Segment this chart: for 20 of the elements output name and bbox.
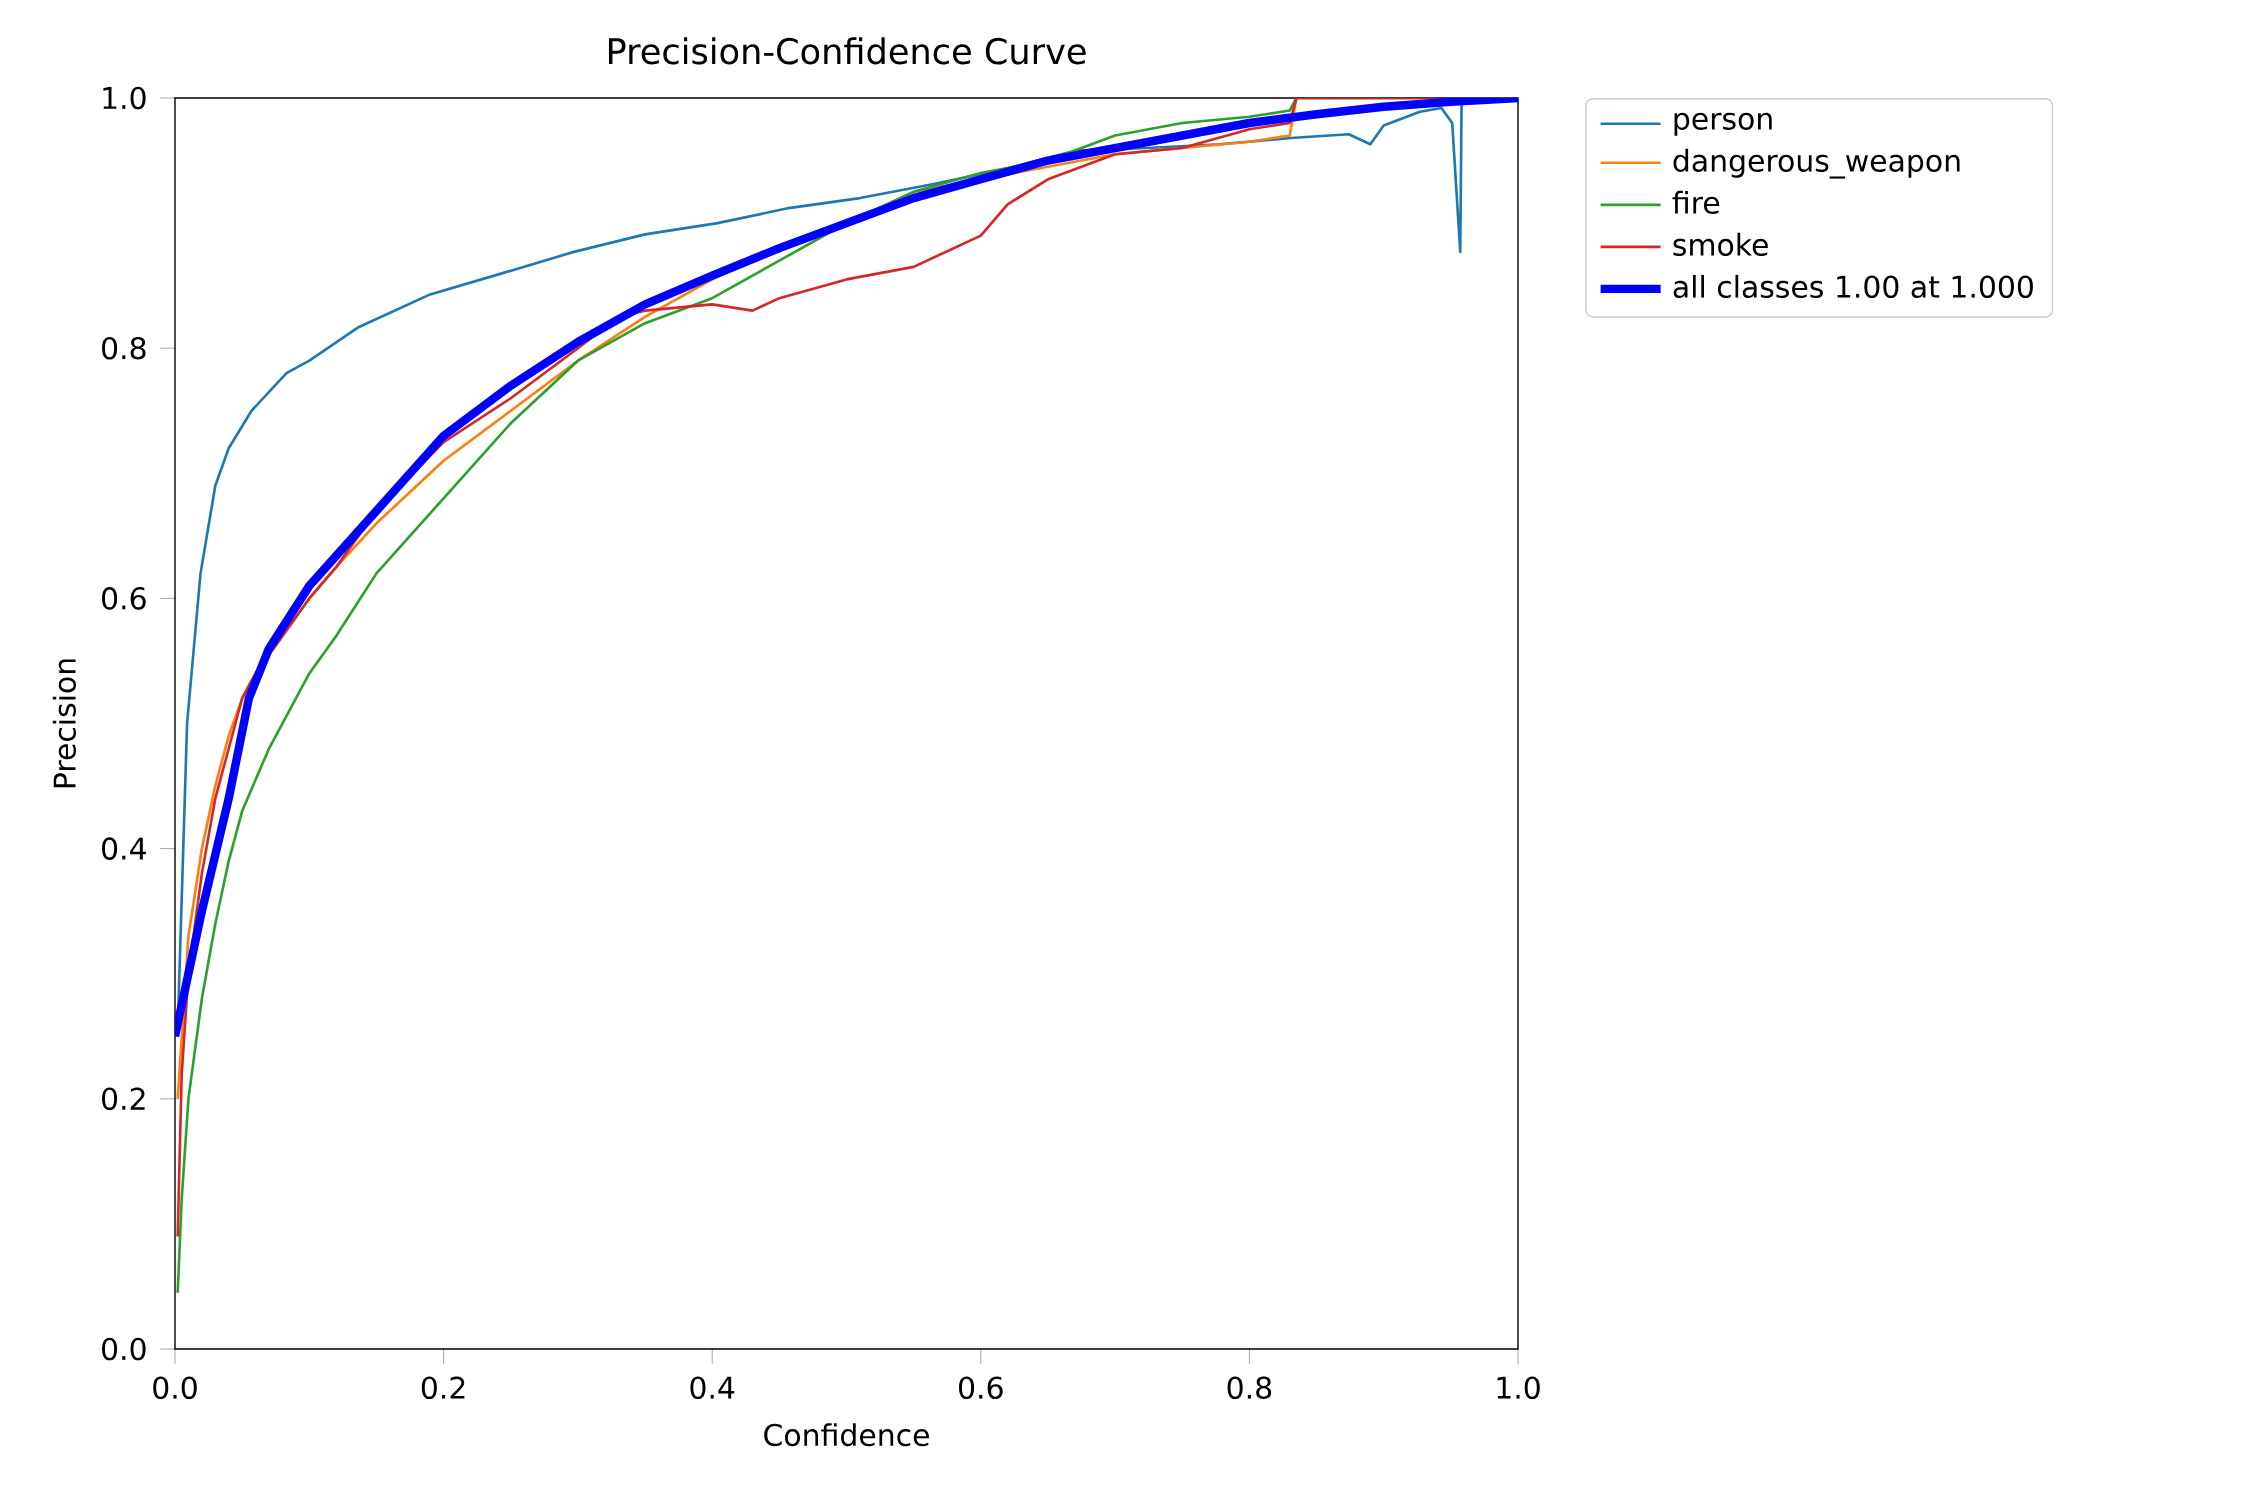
legend-label: dangerous_weapon (1673, 148, 1960, 179)
y-tick-label: 1.0 (103, 86, 146, 110)
x-tick-label: 0.8 (1227, 1376, 1272, 1400)
chart-title: Precision-Confidence Curve (608, 37, 1086, 65)
x-tick-label: 0.4 (690, 1376, 735, 1400)
x-tick-label: 0.2 (421, 1376, 465, 1400)
legend-label: smoke (1673, 232, 1768, 257)
y-tick-label: 0.8 (102, 336, 146, 360)
y-tick-label: 0.4 (102, 837, 146, 860)
legend-label: fire (1672, 190, 1720, 214)
x-tick-label: 1.0 (1497, 1376, 1540, 1400)
x-tick-label: 0.6 (959, 1376, 1003, 1400)
y-tick-label: 0.2 (102, 1087, 145, 1111)
y-tick-label: 0.0 (102, 1337, 146, 1361)
legend-label: person (1674, 112, 1772, 136)
legend-label: all classes 1.00 at 1.000 (1673, 274, 2033, 299)
x-tick-label: 0.0 (153, 1376, 197, 1400)
x-axis-title: Confidence (764, 1423, 929, 1447)
y-tick-label: 0.6 (102, 587, 146, 610)
y-axis-title: Precision (52, 659, 76, 788)
